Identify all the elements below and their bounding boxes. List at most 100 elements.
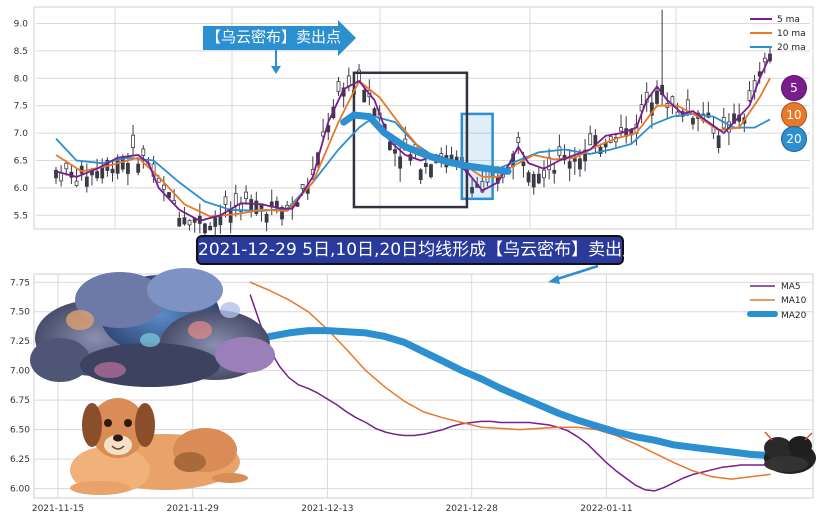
candle-body [228, 210, 233, 223]
candle-body [141, 148, 146, 156]
bottom-y-tick-label: 6.25 [10, 455, 30, 465]
badge-20: 20 [781, 126, 807, 152]
candle-body [59, 172, 64, 182]
candle-body [362, 89, 367, 103]
candle-body [126, 163, 130, 174]
candle-body [74, 180, 79, 186]
highlight-box-dark [352, 71, 469, 209]
candle-body [578, 158, 582, 170]
series-20ma-highlight [340, 111, 512, 175]
candle-body [542, 169, 546, 179]
candle-body [521, 161, 526, 167]
candle-body [167, 192, 171, 198]
candle-body [398, 156, 403, 169]
legend-label-ma5: MA5 [781, 282, 801, 292]
legend-label-20ma: 20 ma [777, 43, 806, 53]
series-ma5 [249, 294, 771, 492]
candle-body [64, 162, 69, 170]
candle-body [264, 213, 269, 223]
sell-point-arrow-label: 【乌云密布】卖出点 [206, 28, 342, 46]
top-y-tick-label: 7.0 [14, 129, 29, 139]
candle-body [84, 176, 89, 187]
bottom-y-tick-label: 6.75 [10, 396, 30, 406]
candle-body [372, 108, 377, 118]
candle-body [598, 146, 603, 154]
bottom-x-ticks: 2021-11-15 2021-11-29 2021-12-13 2021-12-28… [32, 504, 633, 514]
candle-body [177, 218, 182, 227]
candle-body [208, 225, 213, 231]
candle-body [691, 117, 695, 125]
candle-body [95, 171, 99, 179]
bottom-y-tick-label: 7.50 [10, 308, 30, 318]
candle-body [429, 164, 433, 178]
candle-body [516, 137, 521, 143]
bottom-legend: MA5 MA10 MA20 [747, 282, 807, 321]
bottom-y-tick-label: 7.25 [10, 337, 30, 347]
candle-body [423, 162, 428, 168]
candle-body [280, 207, 284, 220]
bottom-x-tick-label: 2021-11-15 [32, 504, 84, 514]
legend-label-5ma: 5 ma [777, 15, 800, 25]
badge-5: 5 [781, 75, 807, 101]
candle-body [649, 102, 654, 116]
top-y-tick-label: 6.5 [14, 156, 28, 166]
candle-body [182, 217, 187, 225]
candle-body [526, 172, 531, 183]
candle-body [131, 134, 135, 148]
bottom-y-tick-label: 6.50 [10, 426, 30, 436]
candle-body [393, 149, 397, 154]
candle-body [470, 187, 474, 194]
candle-body [254, 200, 259, 214]
candle-body [187, 220, 192, 226]
bottom-y-tick-label: 7.00 [10, 367, 30, 377]
candle-body [619, 127, 623, 132]
bottom-x-tick-label: 2021-12-13 [301, 504, 353, 514]
top-y-tick-label: 8.5 [14, 47, 28, 57]
top-ma-lines [55, 55, 771, 222]
top-y-tick-label: 5.5 [14, 211, 28, 221]
candle-body [156, 177, 161, 183]
bottom-x-tick-label: 2022-01-11 [580, 504, 632, 514]
candle-body [536, 173, 541, 184]
candle-body [249, 199, 254, 212]
annotation-banner: 2021-12-29 5日,10日,20日均线形成【乌云密布】卖出点 [196, 235, 639, 265]
candle-body [336, 81, 341, 92]
bottom-y-ticks: 6.00 6.25 6.50 6.75 7.00 7.25 7.50 7.75 [10, 278, 30, 494]
series-ma20 [246, 327, 774, 460]
top-plot-frame [33, 6, 814, 230]
candle-body [547, 157, 552, 171]
top-y-tick-label: 8.0 [14, 74, 29, 84]
candle-body [223, 196, 228, 205]
candle-body [588, 133, 593, 146]
storm-cloud-illustration [30, 268, 275, 387]
top-y-tick-label: 9.0 [14, 19, 29, 29]
candle-body [239, 203, 243, 212]
candle-body [136, 163, 141, 173]
candle-body [115, 160, 120, 174]
legend-label-ma20: MA20 [781, 311, 807, 321]
dark-cloud-icon [764, 431, 816, 474]
bottom-x-tick-label: 2021-11-29 [167, 504, 220, 514]
candle-body [203, 223, 207, 234]
candle-body [418, 169, 423, 180]
top-y-tick-label: 6.0 [14, 184, 29, 194]
banner-pointer-arrow [548, 264, 599, 284]
bottom-ma-lines [246, 281, 774, 492]
candle-body [100, 166, 105, 179]
candle-body [480, 181, 485, 193]
candle-body [233, 193, 238, 206]
candle-body [218, 216, 223, 226]
legend-label-10ma: 10 ma [777, 29, 806, 39]
candle-body [300, 184, 305, 189]
badge-10: 10 [781, 102, 807, 128]
legend-label-ma10: MA10 [781, 296, 807, 306]
candle-body [161, 184, 166, 190]
top-legend: 5 ma 10 ma 20 ma [750, 15, 806, 53]
candle-body [583, 149, 587, 162]
top-y-tick-label: 7.5 [14, 102, 28, 112]
candle-body [244, 191, 248, 200]
candle-body [54, 169, 58, 179]
top-y-ticks: 5.5 6.0 6.5 7.0 7.5 8.0 8.5 9.0 [14, 19, 29, 221]
